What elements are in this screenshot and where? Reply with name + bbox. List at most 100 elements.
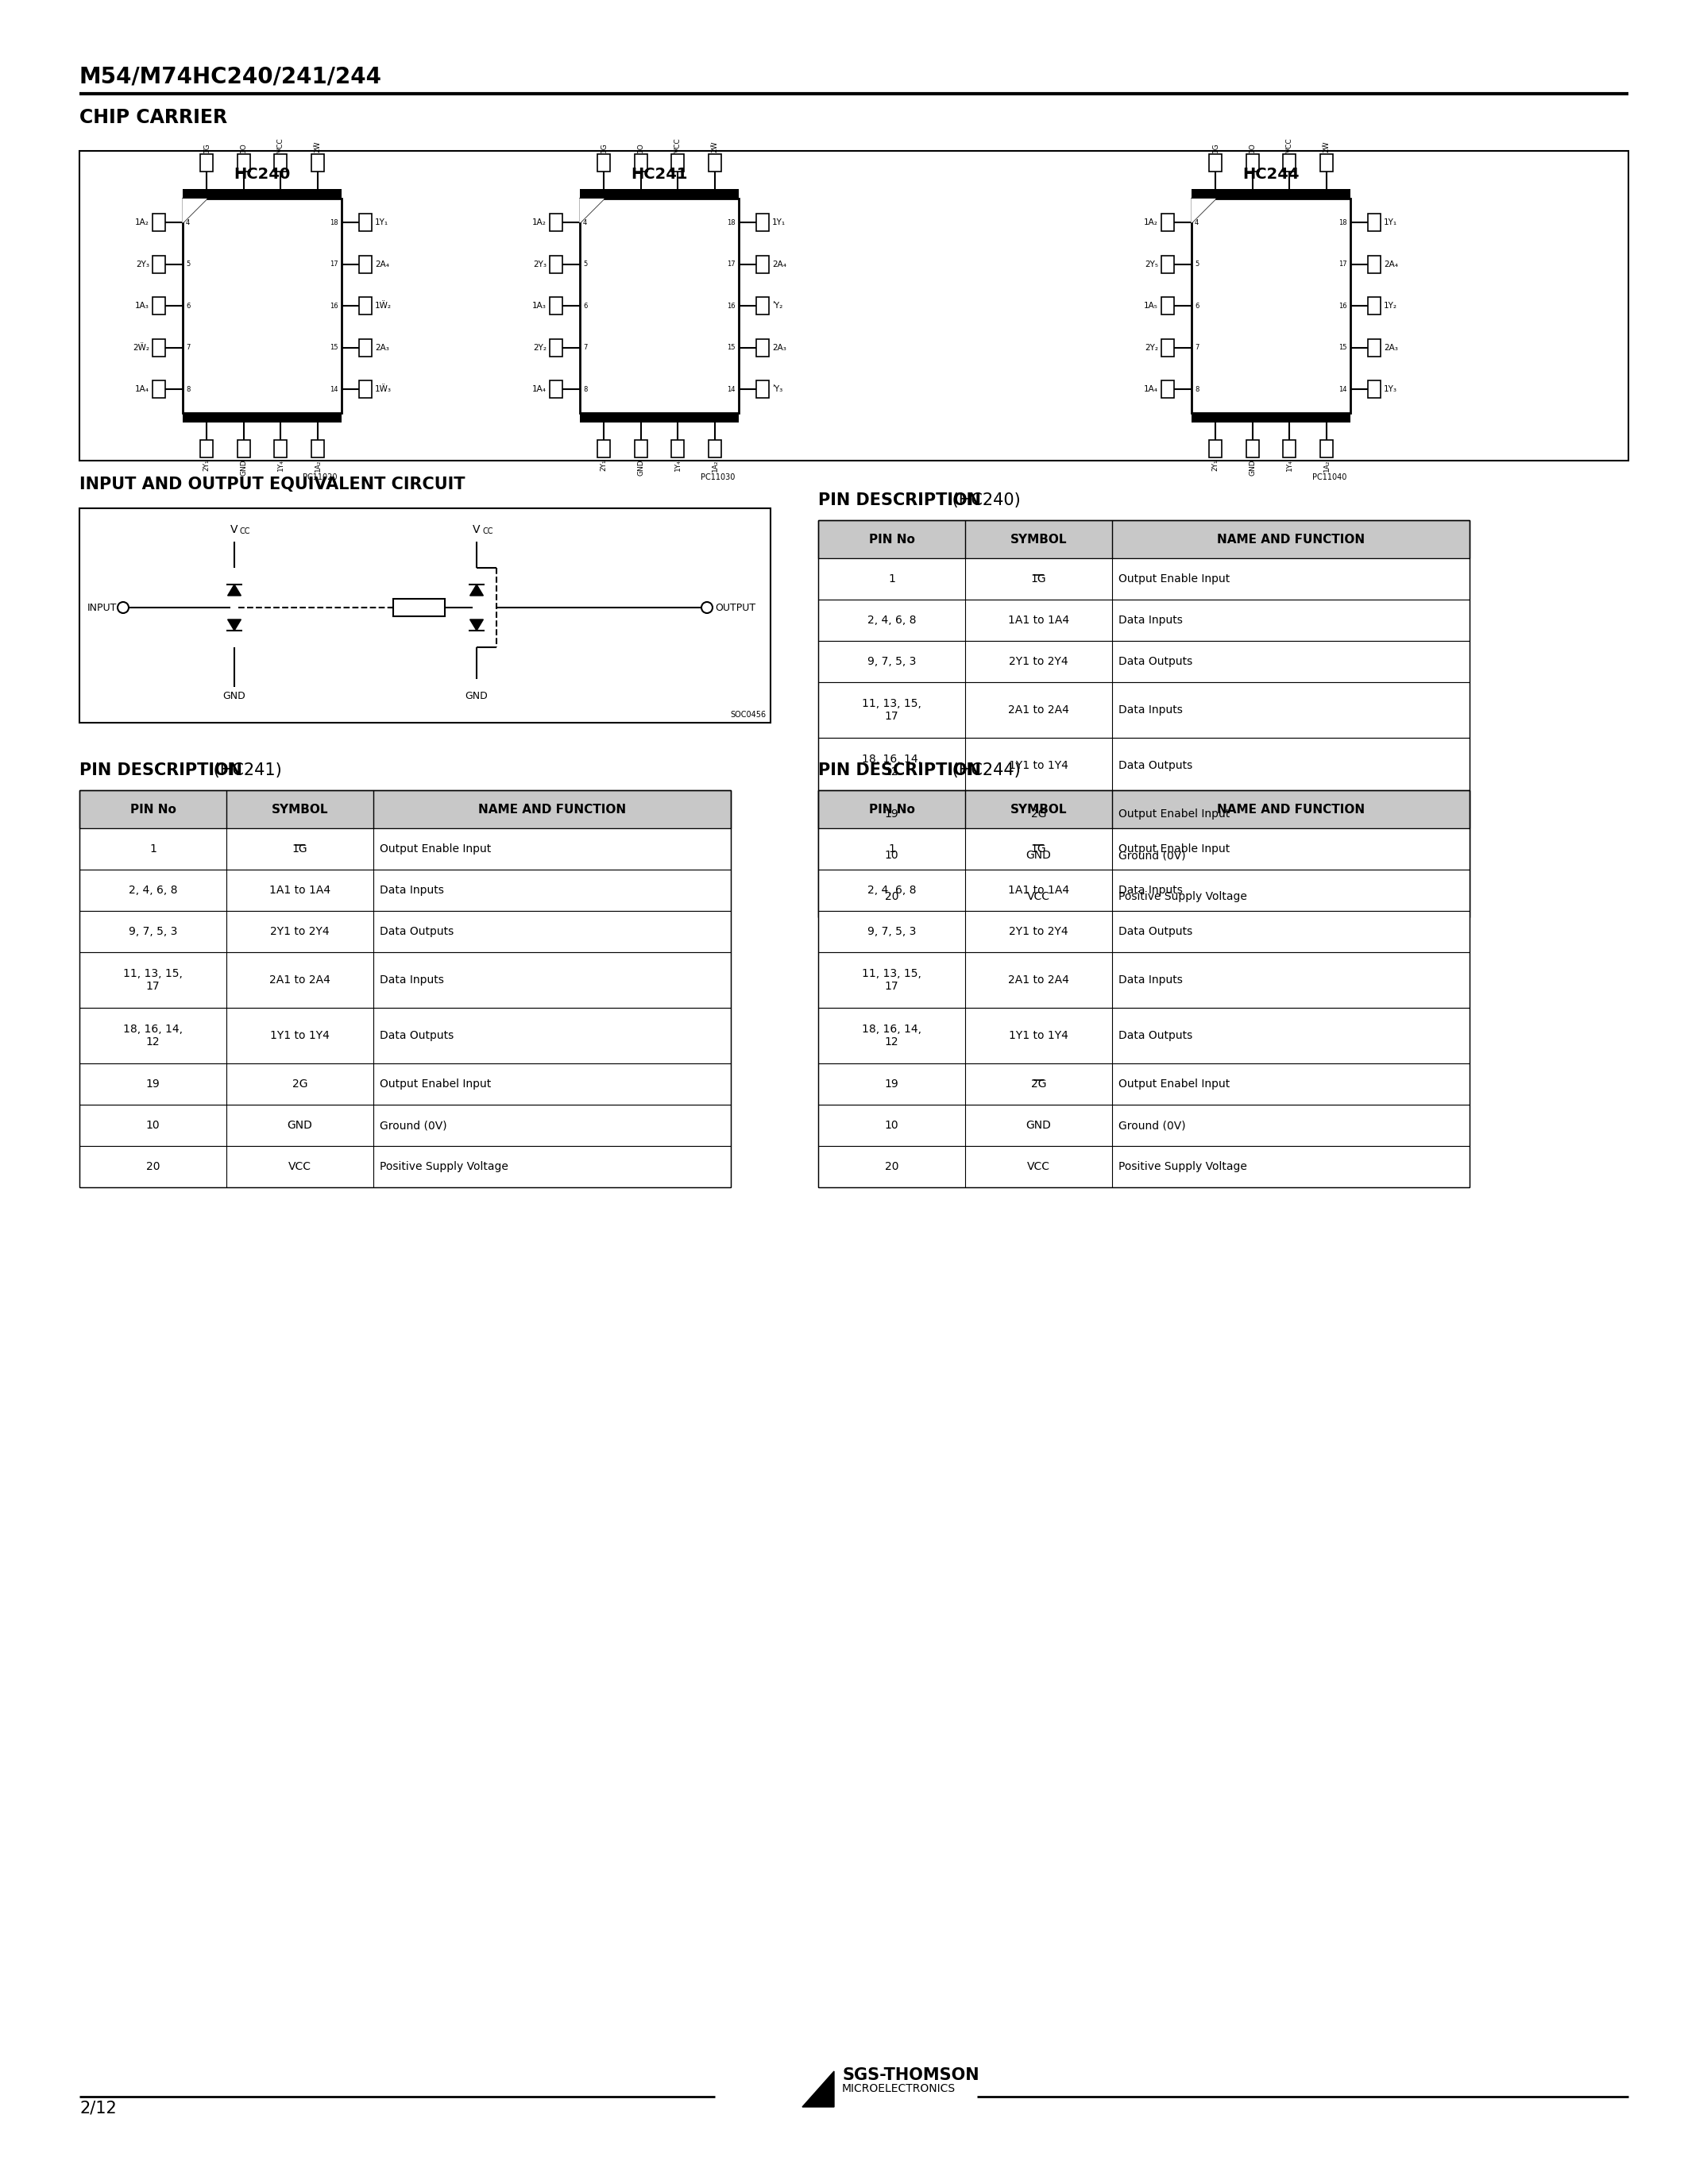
Text: 19: 19 bbox=[145, 1079, 160, 1090]
Text: NAME AND FUNCTION: NAME AND FUNCTION bbox=[478, 804, 626, 815]
Text: GND: GND bbox=[1026, 850, 1052, 860]
Text: 2Ẅ: 2Ẅ bbox=[711, 142, 719, 153]
Text: PIN No: PIN No bbox=[130, 804, 176, 815]
Text: GND: GND bbox=[223, 690, 246, 701]
Text: HC244: HC244 bbox=[1242, 166, 1300, 181]
Text: 1A₄: 1A₄ bbox=[135, 384, 149, 393]
Text: 1: 1 bbox=[241, 190, 245, 197]
Text: VCC: VCC bbox=[1286, 138, 1293, 153]
Text: 8: 8 bbox=[1195, 387, 1198, 393]
Text: 9, 7, 5, 3: 9, 7, 5, 3 bbox=[128, 926, 177, 937]
Text: NAME AND FUNCTION: NAME AND FUNCTION bbox=[1217, 804, 1364, 815]
Text: 1A₂: 1A₂ bbox=[532, 218, 547, 227]
Text: 16: 16 bbox=[728, 301, 736, 310]
Bar bbox=[581, 199, 739, 413]
Text: Data Outputs: Data Outputs bbox=[1119, 926, 1192, 937]
Text: 9, 7, 5, 3: 9, 7, 5, 3 bbox=[868, 655, 917, 666]
Text: 5: 5 bbox=[1195, 260, 1198, 269]
Bar bbox=[360, 214, 371, 232]
Text: 1Y₁: 1Y₁ bbox=[375, 218, 388, 227]
Text: 1A₂: 1A₂ bbox=[135, 218, 149, 227]
Bar bbox=[1192, 199, 1350, 413]
Text: 2G: 2G bbox=[1031, 808, 1047, 819]
Bar bbox=[79, 791, 731, 828]
Text: 1Y₁: 1Y₁ bbox=[1384, 218, 1398, 227]
Bar bbox=[635, 439, 647, 456]
Text: 2Y₃: 2Y₃ bbox=[533, 260, 547, 269]
Bar bbox=[581, 190, 739, 199]
Bar bbox=[635, 155, 647, 173]
Text: CHIP CARRIER: CHIP CARRIER bbox=[79, 107, 228, 127]
Text: 2Y₅: 2Y₅ bbox=[1144, 260, 1158, 269]
Circle shape bbox=[118, 603, 128, 614]
Text: GND: GND bbox=[240, 459, 246, 476]
Bar bbox=[1209, 155, 1222, 173]
Polygon shape bbox=[1192, 199, 1215, 223]
Text: 16: 16 bbox=[1339, 301, 1347, 310]
Text: 7: 7 bbox=[582, 343, 587, 352]
Bar bbox=[275, 439, 287, 456]
Text: 2Y₁: 2Y₁ bbox=[1212, 459, 1219, 472]
Text: 11, 13, 15,
17: 11, 13, 15, 17 bbox=[863, 699, 922, 723]
Bar bbox=[550, 256, 562, 273]
Text: 12: 12 bbox=[314, 415, 321, 422]
Text: 9: 9 bbox=[1214, 415, 1217, 422]
Bar bbox=[79, 1007, 731, 1064]
Text: Output Enable Input: Output Enable Input bbox=[1119, 843, 1231, 854]
Text: 17: 17 bbox=[1339, 260, 1347, 269]
Text: 8: 8 bbox=[186, 387, 191, 393]
Text: γ: γ bbox=[805, 2070, 817, 2086]
Bar bbox=[550, 297, 562, 314]
Bar bbox=[201, 439, 213, 456]
Text: 1A₂: 1A₂ bbox=[711, 459, 719, 472]
Text: 9: 9 bbox=[204, 415, 209, 422]
Text: Positive Supply Voltage: Positive Supply Voltage bbox=[380, 1162, 508, 1173]
Polygon shape bbox=[228, 620, 241, 631]
Text: 1A1 to 1A4: 1A1 to 1A4 bbox=[1008, 885, 1069, 895]
Text: ʹY₃: ʹY₃ bbox=[771, 384, 783, 393]
Text: 1G: 1G bbox=[1212, 142, 1219, 153]
Bar bbox=[1320, 155, 1334, 173]
Text: 2A₃: 2A₃ bbox=[1384, 343, 1398, 352]
Bar bbox=[238, 155, 250, 173]
Bar bbox=[819, 1147, 1470, 1188]
Text: 1A₂: 1A₂ bbox=[1144, 218, 1158, 227]
Text: PIN DESCRIPTION: PIN DESCRIPTION bbox=[79, 762, 243, 778]
Text: 11, 13, 15,
17: 11, 13, 15, 17 bbox=[123, 968, 182, 992]
Text: 10: 10 bbox=[240, 415, 248, 422]
Text: 15: 15 bbox=[728, 343, 736, 352]
Bar bbox=[152, 297, 165, 314]
Text: 18, 16, 14,
12: 18, 16, 14, 12 bbox=[123, 1024, 182, 1048]
Bar bbox=[1367, 297, 1381, 314]
Text: 2Ẅ: 2Ẅ bbox=[1323, 142, 1330, 153]
Bar bbox=[819, 834, 1470, 876]
Text: 1: 1 bbox=[150, 843, 157, 854]
Text: CC: CC bbox=[483, 526, 493, 535]
Text: 18, 16, 14,
12: 18, 16, 14, 12 bbox=[863, 1024, 922, 1048]
Bar bbox=[79, 1064, 731, 1105]
Bar bbox=[1161, 297, 1175, 314]
Bar bbox=[819, 559, 1470, 601]
Text: 1̅G: 1̅G bbox=[203, 142, 209, 153]
Text: 2Y₂: 2Y₂ bbox=[533, 343, 547, 352]
Text: V: V bbox=[231, 524, 238, 535]
Text: Ground (0V): Ground (0V) bbox=[1119, 1120, 1185, 1131]
Bar bbox=[819, 640, 1470, 681]
Text: 1Ẅ₂: 1Ẅ₂ bbox=[375, 301, 392, 310]
Text: PIN DESCRIPTION: PIN DESCRIPTION bbox=[819, 491, 981, 509]
Bar bbox=[152, 339, 165, 356]
Text: 19: 19 bbox=[314, 190, 321, 197]
Bar bbox=[182, 199, 341, 413]
Text: 1A₂: 1A₂ bbox=[314, 459, 321, 472]
Text: 2A₄: 2A₄ bbox=[1384, 260, 1398, 269]
Bar bbox=[819, 791, 1470, 828]
Text: 7: 7 bbox=[1195, 343, 1198, 352]
Bar bbox=[1192, 190, 1350, 199]
Text: (HC240): (HC240) bbox=[947, 491, 1021, 509]
Bar bbox=[756, 214, 770, 232]
Text: Data Inputs: Data Inputs bbox=[1119, 614, 1183, 627]
Text: HC241: HC241 bbox=[631, 166, 687, 181]
Bar bbox=[756, 339, 770, 356]
Text: CC: CC bbox=[240, 526, 250, 535]
Bar bbox=[393, 598, 446, 616]
